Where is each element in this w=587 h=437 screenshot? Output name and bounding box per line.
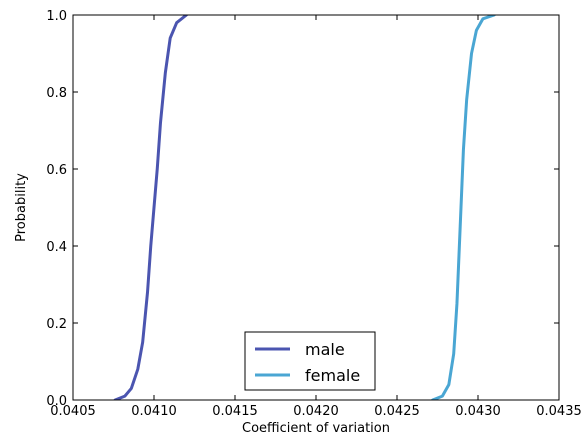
legend-label-male: male [305,340,345,359]
x-tick-label: 0.0430 [455,404,501,419]
legend-label-female: female [305,366,360,385]
x-tick-label: 0.0420 [293,404,339,419]
x-tick-label: 0.0415 [212,404,258,419]
x-tick-label: 0.0405 [50,404,96,419]
series-line-male [113,15,188,400]
x-axis-label: Coefficient of variation [242,421,390,436]
series-layer [113,15,496,400]
series-line-female [431,15,496,400]
y-tick-label: 1.0 [46,9,67,24]
y-axis-label: Probability [14,173,29,242]
y-tick-label: 0.8 [46,86,67,101]
y-tick-label: 0.2 [46,317,67,332]
legend: male female [244,331,376,391]
x-tick-label: 0.0435 [536,404,582,419]
y-tick-label: 0.4 [46,240,67,255]
y-tick-label: 0.6 [46,163,67,178]
legend-box [244,331,376,391]
y-tick-label: 0.0 [46,394,67,409]
x-tick-label: 0.0425 [374,404,420,419]
x-tick-label: 0.0410 [131,404,177,419]
tick-layer: 0.0405 0.0410 0.0415 0.0420 0.0425 0.0430 0.04… [46,9,581,419]
